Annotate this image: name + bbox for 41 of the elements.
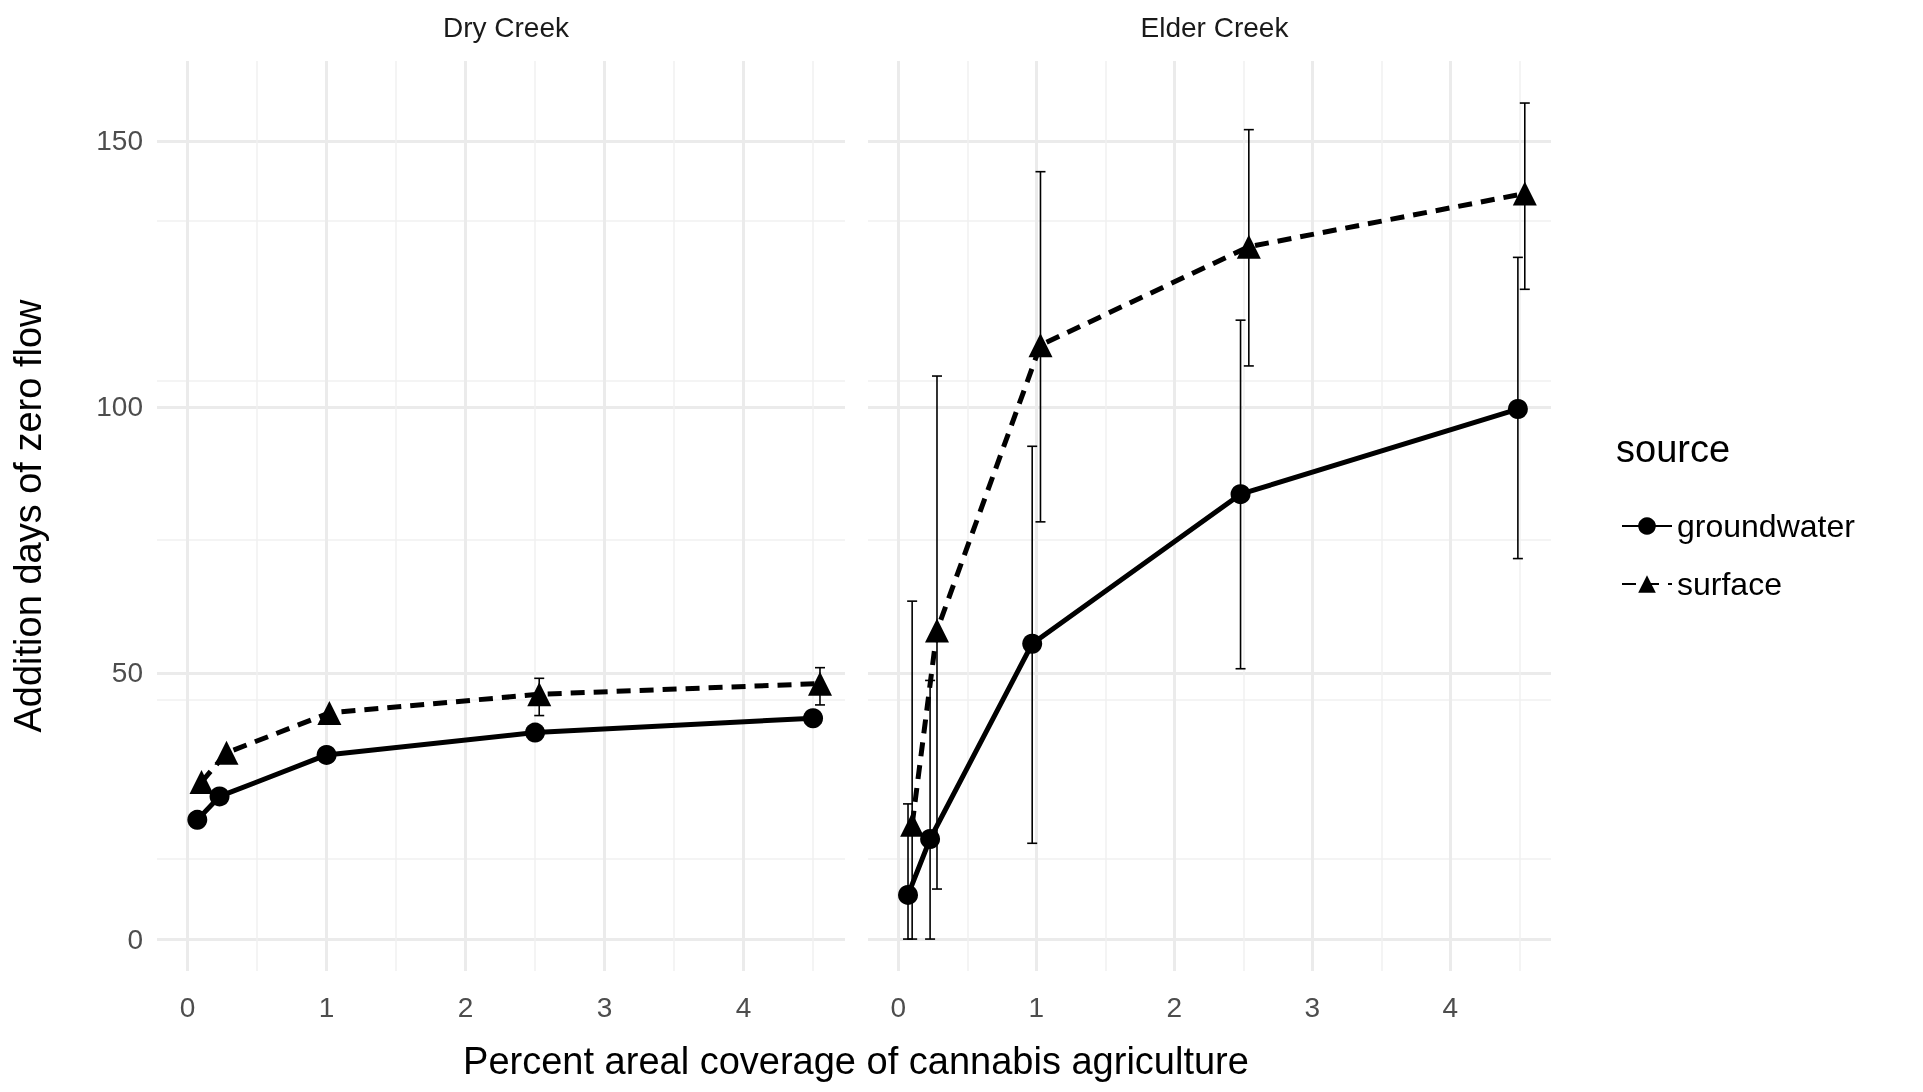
point [316,744,337,765]
point [317,700,342,725]
x-tick-label: 4 [1442,991,1459,1023]
x-tick-label: 0 [179,991,196,1023]
point [803,708,824,729]
chart-title: Elder Creek [1140,11,1290,43]
point [214,740,239,765]
y-tick-label: 50 [111,657,143,689]
point [1022,633,1043,654]
point [920,829,941,850]
point [900,812,925,837]
x-tick-label: 2 [1166,991,1183,1023]
y-axis-title: Addition days of zero flow [7,298,49,733]
y-tick-label: 100 [96,391,143,423]
point [527,682,552,707]
x-tick-label: 2 [457,991,474,1023]
legend-title: source [1616,428,1731,470]
point [1230,484,1251,505]
x-axis-title: Percent areal coverage of cannabis agriculture [462,1040,1250,1083]
x-tick-label: 3 [1304,991,1321,1023]
y-tick-label: 0 [127,923,143,955]
point [187,809,208,830]
point [209,786,230,807]
point [189,770,214,795]
x-tick-label: 4 [735,991,752,1023]
point [924,618,949,643]
legend-label: groundwater [1677,508,1856,544]
point [1512,181,1537,206]
point [898,884,919,905]
y-tick-label: 150 [96,125,143,157]
x-tick-label: 1 [1028,991,1045,1023]
chart-title: Dry Creek [442,11,571,43]
x-tick-label: 0 [890,991,907,1023]
point [1236,234,1261,259]
legend-label: surface [1677,566,1782,602]
x-tick-label: 3 [596,991,613,1023]
point [807,671,832,696]
x-tick-label: 1 [318,991,335,1023]
point [1507,399,1528,420]
point [525,722,546,743]
point [1028,333,1053,358]
